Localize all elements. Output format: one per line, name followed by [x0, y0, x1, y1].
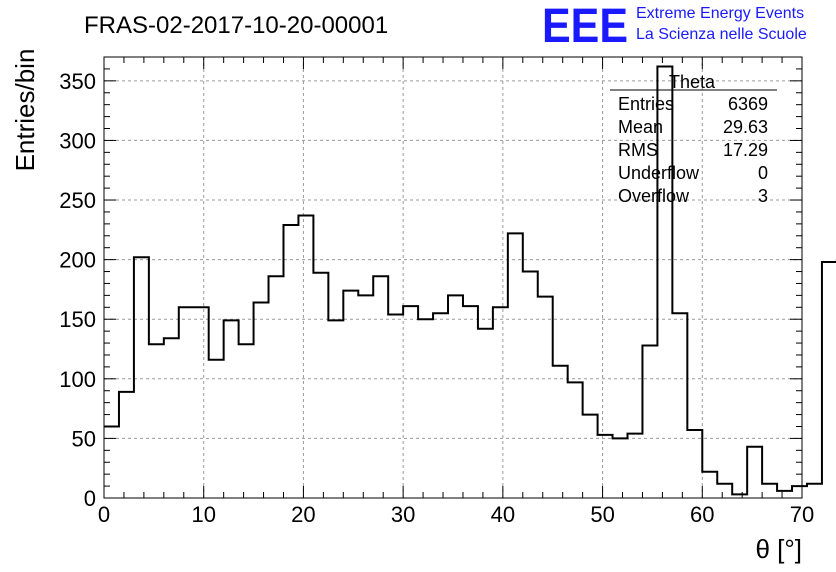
chart-title: FRAS-02-2017-10-20-00001 — [84, 12, 388, 39]
stats-label-entries: Entries — [618, 94, 674, 114]
stats-label-underflow: Underflow — [618, 163, 700, 183]
x-tick-label: 30 — [391, 502, 415, 527]
stats-value-overflow: 3 — [758, 186, 768, 206]
stats-value-rms: 17.29 — [723, 140, 768, 160]
y-tick-label: 300 — [59, 128, 96, 153]
x-tick-label: 0 — [98, 502, 110, 527]
stats-label-rms: RMS — [618, 140, 658, 160]
histogram-series — [104, 65, 836, 496]
histogram-outline — [104, 65, 836, 496]
stats-value-underflow: 0 — [758, 163, 768, 183]
logo-line-1: Extreme Energy Events — [636, 5, 804, 22]
x-tick-label: 70 — [790, 502, 814, 527]
y-tick-label: 250 — [59, 188, 96, 213]
stats-title: Theta — [669, 72, 716, 92]
y-tick-label: 0 — [84, 486, 96, 511]
stats-value-mean: 29.63 — [723, 117, 768, 137]
plot-frame — [103, 56, 803, 499]
y-tick-label: 200 — [59, 248, 96, 273]
y-axis-label: Entries/bin — [10, 49, 40, 172]
eee-logo-mark: EEE — [542, 0, 628, 53]
x-tick-label: 20 — [291, 502, 315, 527]
y-tick-label: 150 — [59, 307, 96, 332]
stats-label-mean: Mean — [618, 117, 663, 137]
y-tick-label: 50 — [72, 426, 96, 451]
x-tick-label: 10 — [191, 502, 215, 527]
stats-value-entries: 6369 — [728, 94, 768, 114]
stats-box: Theta Entries 6369 Mean 29.63 RMS 17.29 … — [610, 72, 777, 206]
logo-line-2: La Scienza nelle Scuole — [636, 26, 807, 43]
axis-ticks — [103, 56, 803, 499]
x-tick-label: 40 — [491, 502, 515, 527]
x-axis-label: θ [°] — [755, 534, 802, 564]
stats-label-overflow: Overflow — [618, 186, 690, 206]
grid-lines — [104, 57, 802, 498]
y-tick-label: 100 — [59, 367, 96, 392]
x-tick-label: 60 — [690, 502, 714, 527]
y-tick-label: 350 — [59, 69, 96, 94]
x-tick-label: 50 — [590, 502, 614, 527]
